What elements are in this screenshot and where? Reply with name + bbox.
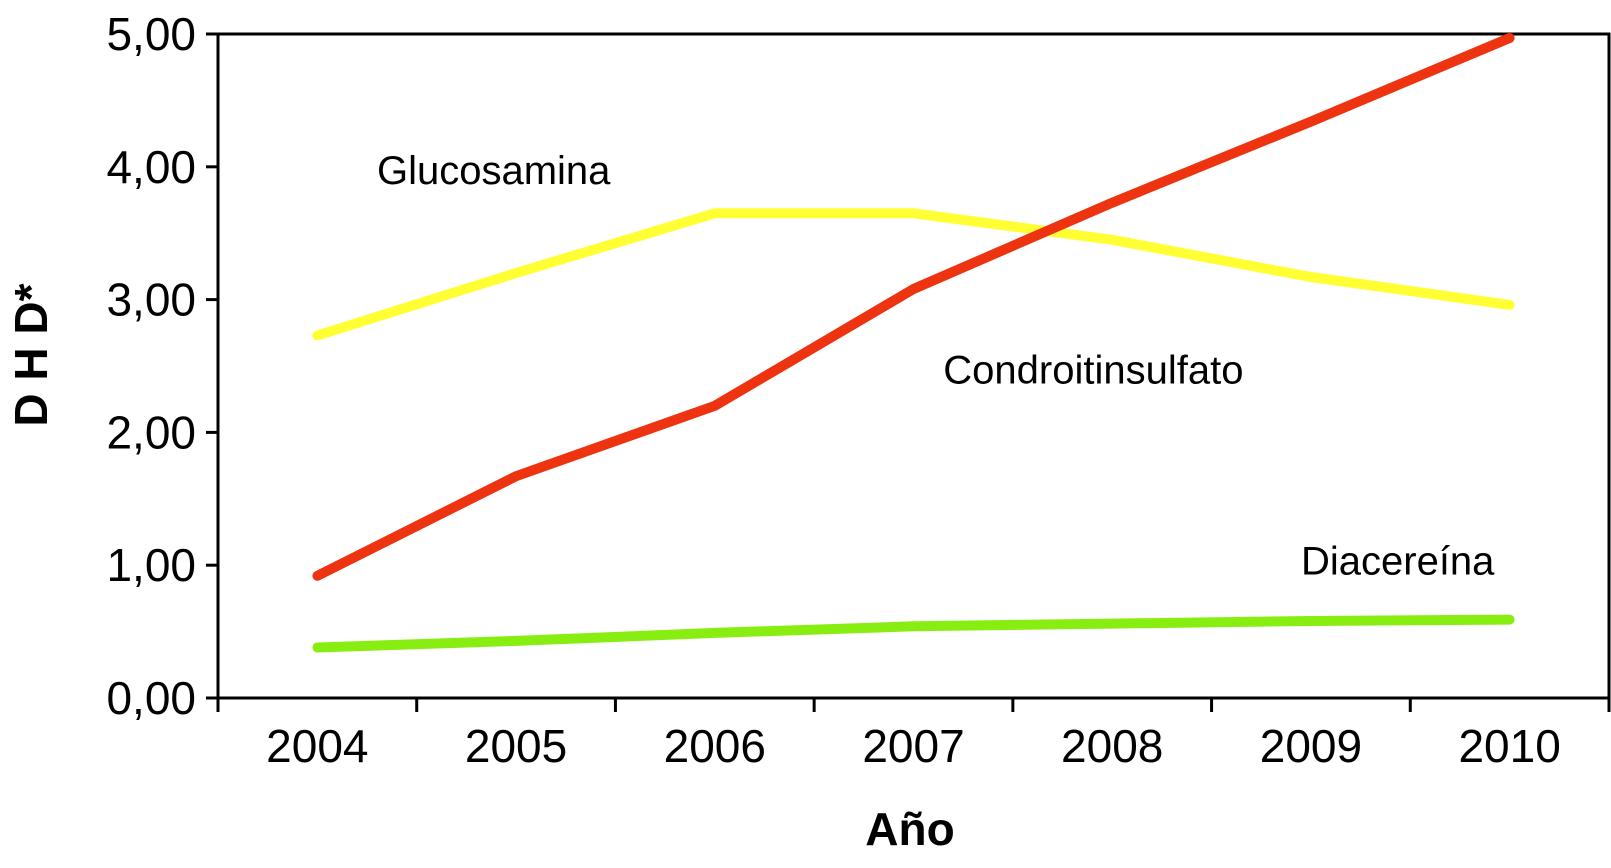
x-axis-title: Año [865, 803, 954, 855]
axes [206, 32, 1611, 712]
x-tick-label: 2007 [862, 720, 964, 772]
data-point [710, 209, 719, 218]
series-label: Condroitinsulfato [943, 348, 1243, 392]
data-point [909, 209, 918, 218]
data-point [512, 636, 521, 645]
data-point [1306, 273, 1315, 282]
series-lines [312, 33, 1515, 653]
data-point [1505, 615, 1514, 624]
data-point [909, 284, 918, 293]
data-point [313, 643, 322, 652]
data-point [710, 401, 719, 410]
y-tick-label: 1,00 [106, 539, 196, 591]
series-label: Diacereína [1301, 539, 1495, 583]
series-line-glucosamina [312, 208, 1515, 341]
y-tick-label: 5,00 [106, 8, 196, 60]
y-tick-label: 0,00 [106, 672, 196, 724]
y-tick-label: 4,00 [106, 141, 196, 193]
series-line-condroitinsulfato [312, 33, 1515, 581]
data-point [1505, 33, 1514, 42]
x-tick-label: 2009 [1260, 720, 1362, 772]
y-tick-label: 2,00 [106, 406, 196, 458]
data-point [710, 628, 719, 637]
y-tick-label: 3,00 [106, 274, 196, 326]
y-tick-labels: 0,00 1,00 2,00 3,00 4,00 5,00 [106, 8, 196, 724]
plot-frame [216, 32, 1611, 700]
data-point [313, 571, 322, 580]
data-point [512, 269, 521, 278]
data-point [909, 622, 918, 631]
data-point [1108, 198, 1117, 207]
x-tick-label: 2005 [465, 720, 567, 772]
data-point [1108, 619, 1117, 628]
data-point [1306, 616, 1315, 625]
y-axis-title: D H D* [5, 283, 57, 426]
data-point [1108, 235, 1117, 244]
x-tick-label: 2004 [266, 720, 368, 772]
data-point [313, 331, 322, 340]
x-tick-label: 2006 [664, 720, 766, 772]
data-point [1505, 300, 1514, 309]
x-tick-labels: 2004 2005 2006 2007 2008 2009 2010 [266, 720, 1561, 772]
x-tick-label: 2010 [1458, 720, 1560, 772]
x-tick-label: 2008 [1061, 720, 1163, 772]
series-labels: Glucosamina Condroitinsulfato Diacereína [377, 149, 1495, 583]
data-point [512, 472, 521, 481]
data-point [1306, 117, 1315, 126]
series-label: Glucosamina [377, 149, 611, 193]
